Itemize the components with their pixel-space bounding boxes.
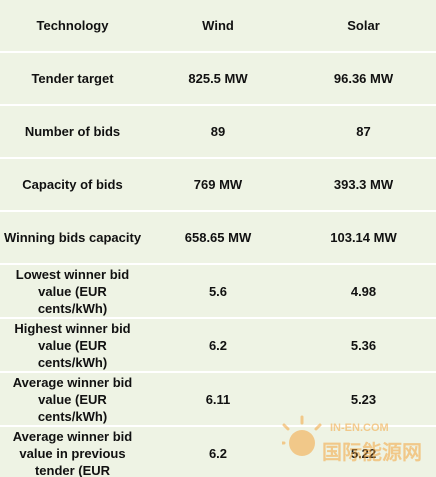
wind-value: 658.65 MW [145, 211, 291, 265]
wind-value: 825.5 MW [145, 52, 291, 106]
table-row: Capacity of bids 769 MW 393.3 MW [0, 158, 436, 212]
solar-value: 4.98 [291, 264, 436, 319]
wind-value: 6.11 [145, 372, 291, 427]
row-label: Tender target [0, 52, 145, 106]
row-label: Capacity of bids [0, 158, 145, 212]
header-technology: Technology [0, 0, 145, 53]
row-label: Average winner bid value in previous ten… [0, 426, 145, 477]
table-row: Average winner bid value (EUR cents/kWh)… [0, 372, 436, 427]
solar-value: 96.36 MW [291, 52, 436, 106]
row-label: Average winner bid value (EUR cents/kWh) [0, 372, 145, 427]
table-row: Highest winner bid value (EUR cents/kWh)… [0, 318, 436, 373]
solar-value: 5.22 [291, 426, 436, 477]
row-label: Number of bids [0, 105, 145, 159]
table-row: Winning bids capacity 658.65 MW 103.14 M… [0, 211, 436, 265]
wind-value: 6.2 [145, 318, 291, 373]
wind-value: 89 [145, 105, 291, 159]
solar-value: 393.3 MW [291, 158, 436, 212]
solar-value: 5.36 [291, 318, 436, 373]
table-header-row: Technology Wind Solar [0, 0, 436, 53]
header-solar: Solar [291, 0, 436, 53]
row-label: Highest winner bid value (EUR cents/kWh) [0, 318, 145, 373]
header-wind: Wind [145, 0, 291, 53]
table-row: Tender target 825.5 MW 96.36 MW [0, 52, 436, 106]
wind-value: 769 MW [145, 158, 291, 212]
table-row: Lowest winner bid value (EUR cents/kWh) … [0, 264, 436, 319]
solar-value: 103.14 MW [291, 211, 436, 265]
wind-value: 6.2 [145, 426, 291, 477]
solar-value: 5.23 [291, 372, 436, 427]
wind-value: 5.6 [145, 264, 291, 319]
solar-value: 87 [291, 105, 436, 159]
row-label: Winning bids capacity [0, 211, 145, 265]
row-label: Lowest winner bid value (EUR cents/kWh) [0, 264, 145, 319]
table-row: Number of bids 89 87 [0, 105, 436, 159]
table-row: Average winner bid value in previous ten… [0, 426, 436, 477]
